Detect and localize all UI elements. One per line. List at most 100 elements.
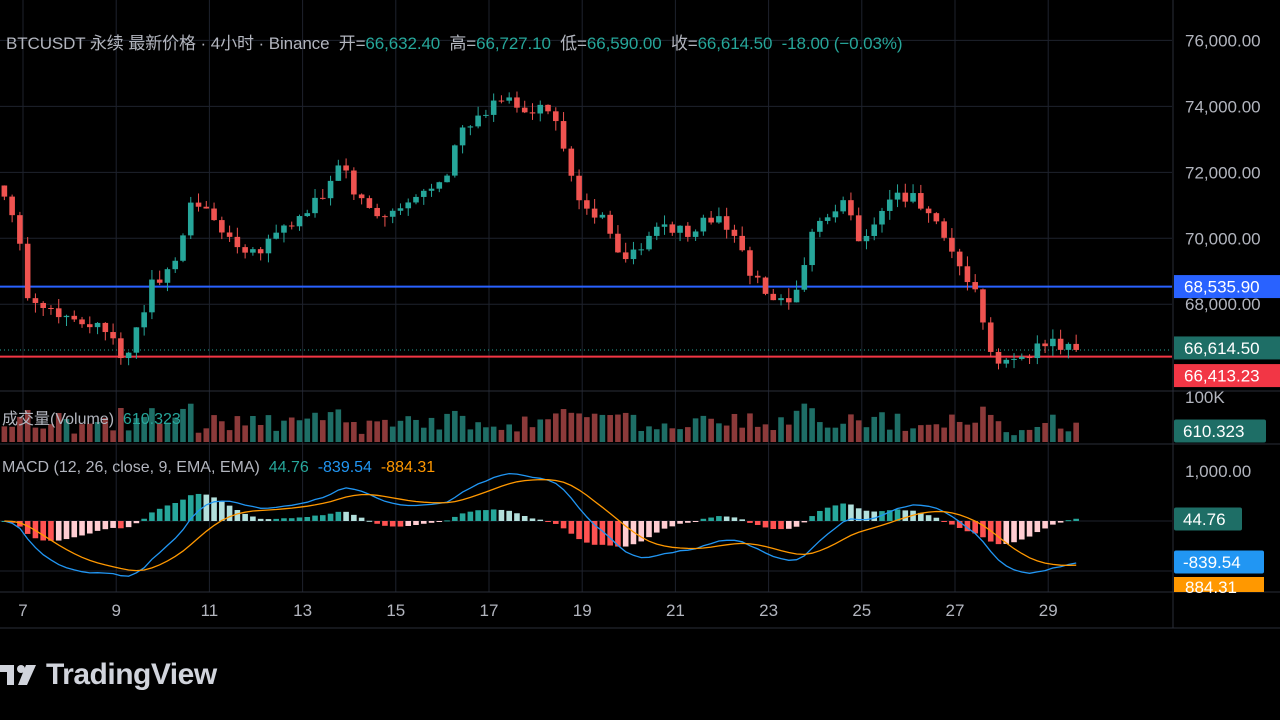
candle-body (467, 126, 474, 128)
macd-series (1, 472, 1079, 577)
volume-bar (793, 410, 800, 442)
candle-body (529, 112, 536, 114)
candle-body (141, 312, 147, 328)
macd-histogram-bar (226, 505, 233, 521)
macd-histogram-bar (521, 515, 528, 521)
macd-histogram-bar (211, 497, 217, 521)
volume-bar (273, 430, 279, 442)
macd-histogram-bar (1026, 521, 1033, 537)
candle-body (459, 127, 466, 146)
price-axis[interactable]: 76,000.00 74,000.00 72,000.00 70,000.00 68,0… (1185, 31, 1261, 481)
macd-histogram-bar (685, 521, 691, 523)
volume-bar (428, 417, 435, 442)
price-tick-label: 70,000.00 (1185, 229, 1261, 248)
macd-histogram-bar (894, 509, 901, 521)
macd-histogram-bar (514, 513, 520, 521)
macd-histogram-bar (389, 521, 396, 527)
macd-histogram-bar (413, 521, 419, 525)
volume-bar (552, 413, 559, 442)
volume-bar (211, 415, 217, 442)
volume-bar (599, 414, 606, 442)
volume-bar (677, 429, 683, 442)
volume-bar (1003, 432, 1010, 442)
volume-bar (1011, 435, 1017, 442)
time-tick-label: 11 (201, 601, 219, 620)
candle-body (1042, 343, 1048, 347)
volume-bar (902, 430, 909, 442)
candle-body (677, 225, 683, 233)
volume-bar (475, 422, 481, 442)
time-tick-label: 13 (293, 601, 312, 620)
symbol-legend[interactable]: BTCUSDT 永续 最新价格 · 4小时 · Binance 开=66,632… (6, 34, 903, 53)
candle-body (1, 185, 8, 197)
volume-bar (257, 424, 264, 442)
interval[interactable]: 4小时 (210, 34, 254, 53)
macd-histogram-bar (669, 521, 676, 527)
volume-legend[interactable]: 成交量(Volume) 610.323 (2, 405, 181, 429)
macd-histogram-bar (1018, 521, 1025, 540)
candle-body (964, 266, 971, 283)
candle-body (118, 338, 124, 359)
candle-body (164, 269, 171, 283)
macd-histogram-bar (762, 521, 769, 528)
symbol-name[interactable]: BTCUSDT 永续 最新价格 (6, 34, 196, 53)
blue-level-price-label: 68,535.90 (1184, 278, 1260, 297)
time-tick-label: 27 (946, 601, 965, 620)
volume-bar (506, 424, 512, 442)
macd-histogram-bar (801, 521, 808, 523)
candle-body (397, 208, 404, 211)
candle-body (817, 220, 823, 232)
low-label: 低= (560, 34, 587, 53)
volume-bar (933, 424, 940, 442)
candle-body (949, 237, 955, 252)
candle-body (599, 214, 606, 218)
candle-body (498, 100, 505, 102)
candle-body (296, 216, 303, 227)
candle-body (708, 217, 714, 223)
candle-body (956, 251, 963, 267)
time-axis[interactable]: 7 9 11 13 15 17 19 21 23 25 27 29 (18, 601, 1057, 620)
brand-name: TradingView (46, 658, 217, 691)
candle-body (156, 279, 163, 283)
volume-bar (1034, 426, 1041, 442)
macd-histogram-bar (420, 521, 427, 524)
horizontal-lines[interactable] (0, 285, 1172, 358)
candlestick-series[interactable] (1, 91, 1079, 370)
volume-bar (941, 427, 947, 442)
macd-histogram-bar (716, 516, 722, 521)
macd-histogram-bar (149, 512, 155, 521)
macd-histogram-bar (343, 511, 349, 521)
volume-bar (801, 403, 808, 442)
tradingview-brand[interactable]: TradingView (0, 655, 217, 695)
candle-body (855, 215, 862, 242)
volume-bar (894, 413, 901, 442)
price-tick-label: 72,000.00 (1185, 163, 1261, 182)
volume-bar (459, 415, 466, 442)
candle-body (149, 279, 155, 313)
macd-histogram-bar (708, 517, 714, 521)
price-tick-label: 76,000.00 (1185, 31, 1261, 50)
volume-bar (172, 417, 179, 442)
macd-histogram-bar (1042, 521, 1048, 529)
macd-tick-label: 1,000.00 (1185, 462, 1251, 481)
volume-value-label-bg (1174, 419, 1266, 443)
macd-histogram-bar (817, 510, 823, 521)
macd-histogram-bar (638, 521, 645, 542)
candle-body (413, 196, 419, 203)
macd-histogram-bar (48, 521, 54, 541)
macd-legend[interactable]: MACD (12, 26, close, 9, EMA, EMA) 44.76 … (2, 459, 435, 477)
volume-bar (327, 412, 334, 442)
time-tick-label: 15 (386, 601, 405, 620)
volume-bar (1018, 430, 1025, 442)
macd-histogram-bar (319, 515, 326, 521)
high-value: 66,727.10 (476, 34, 551, 53)
volume-bar (180, 408, 186, 442)
volume-bar (630, 414, 637, 442)
close-label: 收= (670, 34, 698, 53)
macd-histogram-bar (327, 513, 334, 521)
volume-bar (452, 410, 458, 442)
volume-bar (646, 426, 652, 442)
volume-bar (956, 421, 963, 442)
candle-body (110, 332, 116, 339)
